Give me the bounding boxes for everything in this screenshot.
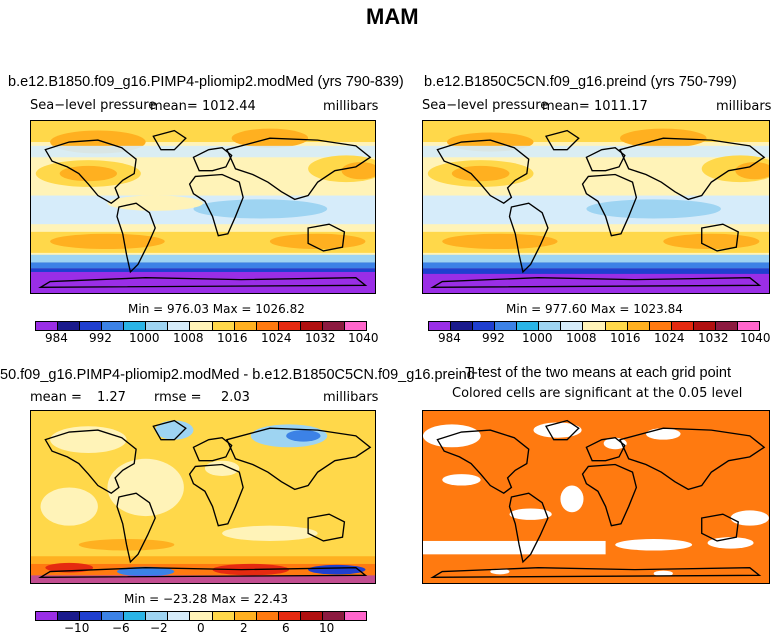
figure-title: MAM: [366, 4, 419, 29]
panel2-colorbar: [428, 321, 760, 331]
cbar1-tick: 1032: [305, 331, 336, 345]
colorbar-swatch: [322, 612, 345, 620]
cbar3-tick: 10: [319, 621, 335, 635]
panel3-colorbar: [35, 611, 367, 621]
panel3-mean-value: 1.27: [97, 390, 126, 405]
colorbar-swatch: [146, 322, 169, 330]
panel1-minmax: Min = 976.03 Max = 1026.82: [128, 302, 305, 316]
colorbar-swatch: [36, 322, 59, 330]
colorbar-swatch: [102, 612, 125, 620]
colorbar-swatch: [583, 322, 606, 330]
cbar3-tick: −6: [112, 621, 130, 635]
colorbar-swatch: [102, 322, 125, 330]
panel1-variable: Sea−level pressure: [30, 98, 157, 113]
panel3-map: [30, 410, 376, 584]
colorbar-swatch: [495, 322, 518, 330]
cbar2-tick: 992: [482, 331, 505, 345]
panel2-units: millibars: [716, 99, 772, 114]
cbar3-tick: 2: [240, 621, 248, 635]
panel4-title: T-test of the two means at each grid poi…: [465, 365, 731, 381]
colorbar-swatch: [429, 322, 452, 330]
colorbar-swatch: [256, 612, 279, 620]
panel2-minmax: Min = 977.60 Max = 1023.84: [506, 302, 683, 316]
cbar2-tick: 1016: [610, 331, 641, 345]
colorbar-swatch: [671, 322, 694, 330]
panel4-subtitle: Colored cells are significant at the 0.0…: [452, 386, 743, 401]
panel1-mean-value: 1012.44: [202, 99, 256, 114]
colorbar-swatch: [124, 322, 147, 330]
cbar1-tick: 1016: [217, 331, 248, 345]
colorbar-swatch: [190, 612, 213, 620]
panel4-map: [422, 410, 770, 584]
cbar3-tick: 0: [197, 621, 205, 635]
panel2-mean-value: 1011.17: [594, 99, 648, 114]
colorbar-swatch: [190, 322, 213, 330]
colorbar-swatch: [627, 322, 650, 330]
colorbar-swatch: [649, 322, 672, 330]
colorbar-swatch: [124, 612, 147, 620]
colorbar-swatch: [300, 322, 323, 330]
cbar1-tick: 1024: [261, 331, 292, 345]
panel2-map: [422, 120, 770, 294]
panel2-variable: Sea−level pressure: [422, 98, 549, 113]
colorbar-swatch: [146, 612, 169, 620]
panel3-minmax: Min = −23.28 Max = 22.43: [124, 592, 289, 606]
colorbar-swatch: [234, 612, 257, 620]
colorbar-swatch: [168, 322, 191, 330]
colorbar-swatch: [451, 322, 474, 330]
cbar3-tick: 6: [282, 621, 290, 635]
cbar1-tick: 1040: [348, 331, 379, 345]
colorbar-swatch: [256, 322, 279, 330]
colorbar-swatch: [737, 322, 759, 330]
colorbar-swatch: [278, 612, 301, 620]
panel3-rmse-value: 2.03: [221, 390, 250, 405]
colorbar-swatch: [80, 612, 103, 620]
panel2-title: b.e12.B1850C5CN.f09_g16.preind (yrs 750-…: [424, 74, 737, 90]
colorbar-swatch: [300, 612, 323, 620]
colorbar-swatch: [715, 322, 738, 330]
panel2-mean-label: mean=: [542, 99, 590, 114]
panel3-mean-label: mean =: [30, 390, 82, 405]
colorbar-swatch: [36, 612, 59, 620]
colorbar-swatch: [278, 322, 301, 330]
cbar1-tick: 984: [45, 331, 68, 345]
cbar3-tick: −10: [64, 621, 90, 635]
colorbar-swatch: [168, 612, 191, 620]
panel3-units: millibars: [323, 390, 379, 405]
panel1-title: b.e12.B1850.f09_g16.PIMP4-pliomip2.modMe…: [8, 74, 404, 90]
cbar1-tick: 1008: [173, 331, 204, 345]
panel3-rmse-label: rmse =: [154, 390, 202, 405]
panel3-title: 50.f09_g16.PIMP4-pliomip2.modMed - b.e12…: [0, 367, 475, 383]
colorbar-swatch: [539, 322, 562, 330]
colorbar-swatch: [212, 322, 235, 330]
colorbar-swatch: [344, 322, 366, 330]
panel1-units: millibars: [323, 99, 379, 114]
colorbar-swatch: [58, 322, 81, 330]
colorbar-swatch: [322, 322, 345, 330]
colorbar-swatch: [561, 322, 584, 330]
panel1-map: [30, 120, 376, 294]
cbar2-tick: 984: [438, 331, 461, 345]
cbar2-tick: 1024: [654, 331, 685, 345]
cbar2-tick: 1032: [698, 331, 729, 345]
panel1-mean-label: mean=: [150, 99, 198, 114]
colorbar-swatch: [58, 612, 81, 620]
colorbar-swatch: [517, 322, 540, 330]
cbar1-tick: 1000: [129, 331, 160, 345]
colorbar-swatch: [473, 322, 496, 330]
cbar2-tick: 1000: [522, 331, 553, 345]
colorbar-swatch: [212, 612, 235, 620]
cbar1-tick: 992: [89, 331, 112, 345]
colorbar-swatch: [234, 322, 257, 330]
panel1-colorbar: [35, 321, 367, 331]
cbar2-tick: 1008: [566, 331, 597, 345]
colorbar-swatch: [80, 322, 103, 330]
colorbar-swatch: [693, 322, 716, 330]
colorbar-swatch: [344, 612, 366, 620]
colorbar-swatch: [605, 322, 628, 330]
cbar3-tick: −2: [150, 621, 168, 635]
cbar2-tick: 1040: [740, 331, 771, 345]
